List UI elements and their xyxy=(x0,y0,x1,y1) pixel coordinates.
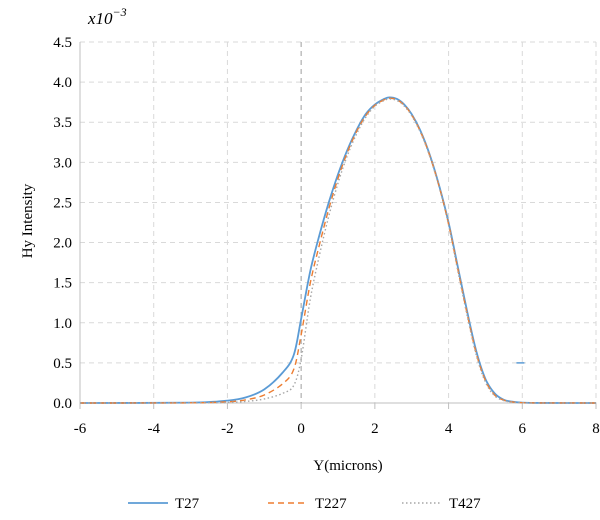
y-tick-label: 4.5 xyxy=(53,35,72,51)
x-tick-label: 4 xyxy=(445,421,453,437)
x-tick-label: -4 xyxy=(147,421,160,437)
x-axis-title: Y(microns) xyxy=(313,458,382,474)
axes xyxy=(79,42,597,409)
y-tick-label: 0.0 xyxy=(53,396,72,412)
y-axis-multiplier: x10−3 xyxy=(87,5,127,28)
x-tick-label: 6 xyxy=(519,421,527,437)
y-tick-label: 0.5 xyxy=(53,356,72,372)
legend: T27 T227 T427 xyxy=(128,496,481,512)
y-tick-label: 1.0 xyxy=(53,316,72,332)
series-line-t27 xyxy=(79,96,597,404)
y-tick-labels: 0.0 0.5 1.0 1.5 2.0 2.5 3.0 3.5 4.0 4.5 xyxy=(53,35,72,412)
x-tick-label: 8 xyxy=(592,421,600,437)
legend-label-t427: T427 xyxy=(449,496,481,512)
x-tick-label: 2 xyxy=(371,421,379,437)
x-tick-label: -2 xyxy=(221,421,234,437)
y-tick-label: 4.0 xyxy=(53,75,72,91)
grid xyxy=(80,41,597,403)
legend-label-t227: T227 xyxy=(315,496,347,512)
series-line-t227 xyxy=(79,97,597,404)
y-axis-title: Hy Intensity xyxy=(20,183,36,258)
series-line-t427 xyxy=(79,98,597,404)
y-tick-label: 3.0 xyxy=(53,155,72,171)
y-tick-label: 1.5 xyxy=(53,276,72,292)
legend-label-t27: T27 xyxy=(175,496,200,512)
x-tick-labels: -6 -4 -2 0 2 4 6 8 xyxy=(74,421,600,437)
y-tick-label: 3.5 xyxy=(53,115,72,131)
x-tick-label: 0 xyxy=(297,421,305,437)
y-tick-label: 2.5 xyxy=(53,195,72,211)
series-lines xyxy=(79,96,597,404)
x-tick-label: -6 xyxy=(74,421,87,437)
y-tick-label: 2.0 xyxy=(53,236,72,252)
